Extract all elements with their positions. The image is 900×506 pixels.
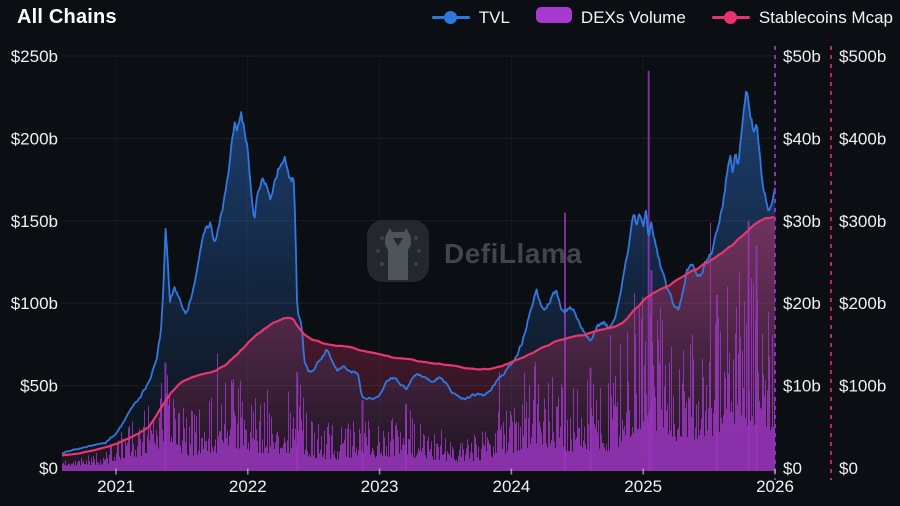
stablecoins-line-dot-marker	[711, 11, 750, 24]
svg-text:$30b: $30b	[783, 212, 821, 231]
svg-text:$250b: $250b	[11, 47, 58, 66]
svg-text:$10b: $10b	[783, 377, 821, 396]
svg-text:$200b: $200b	[839, 294, 886, 313]
svg-text:2026: 2026	[756, 477, 794, 496]
page-title: All Chains	[17, 6, 117, 28]
svg-text:$150b: $150b	[11, 212, 58, 231]
legend-item-dexs-volume[interactable]: DEXs Volume	[535, 7, 686, 28]
svg-text:$100b: $100b	[839, 377, 886, 396]
svg-text:$300b: $300b	[839, 212, 886, 231]
svg-text:$0: $0	[839, 459, 858, 478]
legend-item-tvl[interactable]: TVL	[431, 7, 510, 28]
svg-text:$50b: $50b	[20, 377, 58, 396]
svg-text:2021: 2021	[97, 477, 135, 496]
dexs-volume-swatch-marker	[535, 7, 572, 28]
legend-label: Stablecoins Mcap	[758, 7, 893, 27]
tvl-line-dot-marker	[431, 11, 470, 24]
chart-legend: TVL DEXs Volume Stablecoins Mcap	[431, 7, 893, 28]
legend-label: DEXs Volume	[580, 7, 686, 27]
svg-text:$0: $0	[783, 459, 802, 478]
svg-text:2022: 2022	[229, 477, 267, 496]
svg-text:$200b: $200b	[11, 129, 58, 148]
svg-text:$40b: $40b	[783, 129, 821, 148]
svg-text:2023: 2023	[361, 477, 399, 496]
legend-label: TVL	[478, 7, 510, 27]
svg-text:2025: 2025	[624, 477, 662, 496]
svg-text:$100b: $100b	[11, 294, 58, 313]
svg-text:$20b: $20b	[783, 294, 821, 313]
svg-text:$0: $0	[39, 459, 58, 478]
legend-item-stablecoins-mcap[interactable]: Stablecoins Mcap	[711, 7, 893, 28]
svg-text:2024: 2024	[492, 477, 530, 496]
svg-text:$50b: $50b	[783, 47, 821, 66]
svg-text:$500b: $500b	[839, 47, 886, 66]
svg-text:$400b: $400b	[839, 129, 886, 148]
